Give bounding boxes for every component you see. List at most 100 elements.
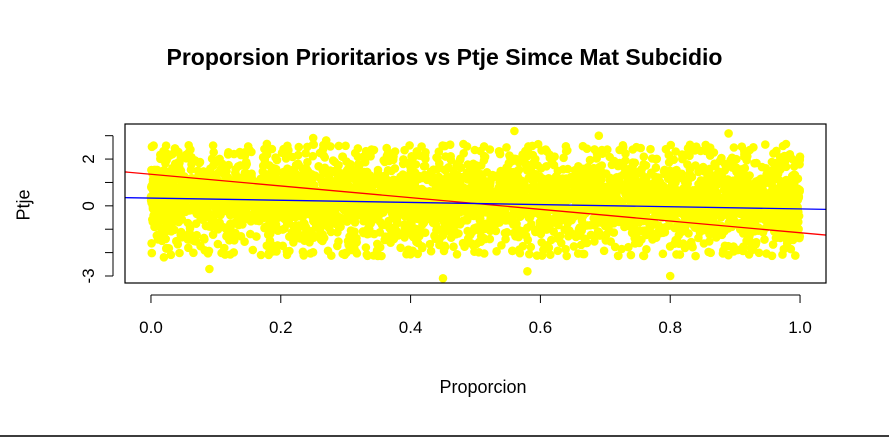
- scatter-point: [301, 184, 311, 194]
- scatter-point: [319, 217, 329, 227]
- scatter-point: [151, 212, 160, 222]
- scatter-point: [157, 231, 167, 240]
- scatter-point: [390, 230, 400, 240]
- scatter-point: [314, 162, 323, 171]
- scatter-point: [580, 234, 589, 244]
- scatter-point: [625, 185, 634, 195]
- scatter-point: [446, 172, 456, 182]
- scatter-point: [567, 194, 576, 204]
- scatter-point: [241, 161, 251, 171]
- scatter-point: [491, 226, 501, 236]
- scatter-point: [426, 167, 436, 176]
- scatter-point: [720, 159, 730, 169]
- scatter-point: [674, 230, 684, 240]
- scatter-point: [329, 190, 339, 199]
- x-tick-label: 0.6: [529, 318, 553, 337]
- scatter-point: [439, 190, 449, 200]
- scatter-point: [243, 186, 253, 196]
- scatter-point: [553, 246, 563, 256]
- scatter-point: [768, 240, 778, 249]
- scatter-point: [205, 264, 214, 274]
- plot-border: [124, 123, 827, 284]
- scatter-point: [771, 197, 781, 207]
- scatter-point: [614, 177, 624, 186]
- scatter-point: [462, 168, 472, 177]
- scatter-point: [694, 167, 703, 177]
- scatter-point: [795, 233, 804, 243]
- scatter-point: [597, 161, 607, 170]
- scatter-point: [225, 184, 235, 193]
- scatter-point: [672, 165, 681, 175]
- scatter-point: [205, 222, 214, 231]
- scatter-point: [444, 181, 453, 190]
- scatter-point: [334, 160, 343, 170]
- scatter-point: [778, 250, 787, 259]
- scatter-point: [515, 245, 524, 254]
- scatter-point: [586, 230, 596, 240]
- scatter-point: [495, 218, 504, 227]
- scatter-point: [325, 209, 334, 218]
- scatter-point: [350, 227, 359, 236]
- scatter-point: [693, 212, 702, 221]
- scatter-point: [675, 250, 685, 259]
- scatter-point: [470, 247, 479, 256]
- scatter-point: [583, 221, 592, 230]
- scatter-point: [174, 217, 183, 227]
- scatter-point: [668, 201, 677, 210]
- scatter-point: [762, 170, 771, 179]
- scatter-point: [789, 218, 799, 228]
- scatter-point: [482, 208, 491, 217]
- scatter-point: [509, 167, 518, 177]
- scatter-point: [151, 198, 161, 207]
- scatter-point: [685, 140, 695, 150]
- scatter-point: [585, 155, 595, 165]
- scatter-point: [470, 145, 480, 155]
- scatter-point: [579, 249, 589, 259]
- scatter-point: [556, 238, 566, 248]
- scatter-point: [601, 236, 611, 245]
- scatter-point: [661, 144, 671, 154]
- scatter-point: [724, 129, 733, 138]
- x-axis-label: Proporcion: [439, 377, 527, 397]
- scatter-point: [510, 126, 519, 136]
- scatter-point: [309, 188, 319, 198]
- scatter-point: [590, 237, 599, 246]
- scatter-point: [589, 163, 599, 173]
- scatter-point: [318, 236, 327, 246]
- scatter-point: [750, 159, 759, 168]
- scatter-point: [661, 192, 671, 202]
- scatter-point: [576, 172, 585, 181]
- scatter-point: [642, 245, 651, 254]
- scatter-point: [315, 148, 325, 158]
- scatter-point: [738, 246, 748, 256]
- scatter-point: [563, 218, 572, 228]
- scatter-point: [617, 244, 626, 254]
- scatter-point: [584, 195, 594, 205]
- scatter-point: [663, 212, 672, 221]
- scatter-point: [367, 146, 376, 155]
- scatter-point: [513, 225, 523, 235]
- scatter-point: [225, 226, 235, 236]
- scatter-point: [288, 152, 297, 162]
- scatter-point: [626, 164, 636, 173]
- scatter-point: [492, 247, 501, 256]
- scatter-point: [159, 146, 168, 156]
- scatter-point: [594, 131, 604, 140]
- scatter-point: [472, 164, 481, 174]
- scatter-point: [149, 141, 158, 150]
- scatter-point: [559, 153, 568, 163]
- scatter-point: [601, 169, 611, 178]
- scatter-point: [415, 151, 424, 160]
- scatter-point: [308, 133, 318, 143]
- scatter-point: [307, 228, 316, 237]
- scatter-point: [555, 231, 565, 241]
- scatter-point: [233, 172, 243, 182]
- scatter-point: [691, 185, 701, 195]
- scatter-point: [321, 136, 331, 145]
- scatter-point: [325, 180, 334, 190]
- scatter-point: [226, 219, 235, 229]
- scatter-point: [384, 184, 394, 194]
- scatter-point: [392, 219, 402, 228]
- scatter-point: [264, 174, 274, 184]
